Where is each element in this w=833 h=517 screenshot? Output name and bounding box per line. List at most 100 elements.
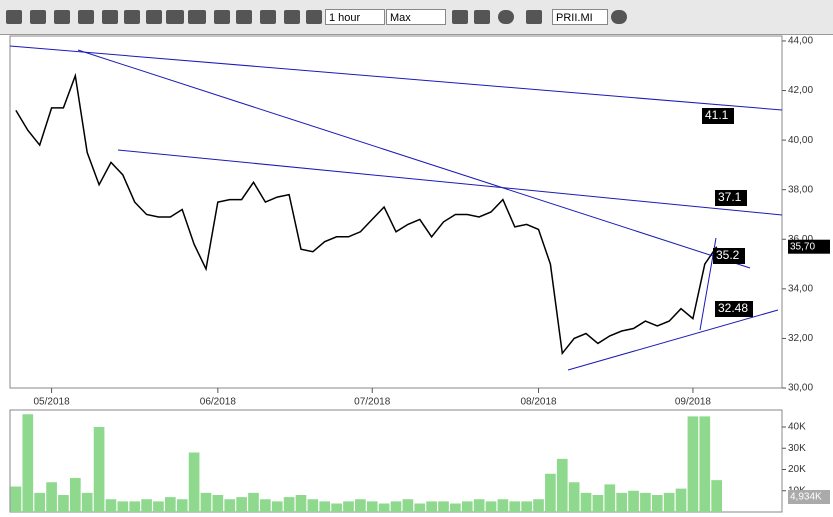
y-tick-label: 38,00 xyxy=(788,184,813,195)
x-tick-label: 09/2018 xyxy=(675,397,712,408)
chart-line[interactable] xyxy=(236,10,252,24)
volume-bar xyxy=(545,473,556,512)
trend-label: 41.1 xyxy=(705,108,729,122)
trend-label: 35.2 xyxy=(716,248,740,262)
crosshair[interactable] xyxy=(146,10,162,24)
zoom-x[interactable] xyxy=(78,10,94,24)
volume-bar xyxy=(533,499,544,512)
volume-bar xyxy=(592,495,604,512)
volume-bar xyxy=(580,492,592,512)
label-box xyxy=(702,108,734,124)
volume-bar xyxy=(651,495,663,512)
chart-ohlc[interactable] xyxy=(284,10,300,24)
x-tick-label: 08/2018 xyxy=(520,397,557,408)
volume-bar xyxy=(485,501,497,512)
y-tick-label: 34,00 xyxy=(788,283,813,294)
volume-bar xyxy=(366,501,378,512)
price-line xyxy=(15,72,718,356)
x-tick-label: 06/2018 xyxy=(200,397,237,408)
symbol-input[interactable]: PRII.MI xyxy=(552,9,608,25)
chart-area[interactable] xyxy=(214,10,230,24)
export[interactable] xyxy=(452,10,468,24)
trendlines xyxy=(9,45,783,371)
zoom-out[interactable] xyxy=(30,10,46,24)
chart-candle[interactable] xyxy=(260,10,276,24)
toolbar: 1 hour Max PRII.MI xyxy=(0,0,833,35)
vgrid[interactable] xyxy=(188,10,206,24)
zoom-reset[interactable] xyxy=(124,10,140,24)
volume-bar xyxy=(117,501,129,512)
colors[interactable] xyxy=(526,10,542,24)
volume-bar xyxy=(260,499,271,512)
volume-bar xyxy=(568,482,580,512)
volume-bar xyxy=(81,492,93,512)
y-tick-label: 30K xyxy=(788,443,806,454)
trendline xyxy=(9,45,783,111)
zoom-fit[interactable] xyxy=(54,10,70,24)
indicators[interactable] xyxy=(306,10,322,24)
volume-bar xyxy=(699,416,711,512)
label-box xyxy=(713,248,745,264)
volume-bar xyxy=(390,501,402,512)
y-tick-label: 40K xyxy=(788,422,806,433)
volume-bar xyxy=(188,452,200,512)
last-value-box xyxy=(788,490,830,504)
refresh[interactable] xyxy=(498,10,514,24)
interval-select[interactable]: 1 hour xyxy=(325,9,385,25)
volume-bar xyxy=(331,503,342,512)
volume-bar xyxy=(521,501,532,512)
volume-bar xyxy=(355,499,366,512)
hgrid[interactable] xyxy=(166,10,184,24)
volume-bar xyxy=(640,492,651,512)
y-tick-label: 36,00 xyxy=(788,234,813,245)
volume-bar xyxy=(164,497,176,512)
x-tick-label: 05/2018 xyxy=(33,397,70,408)
y-tick-label: 40,00 xyxy=(788,135,813,146)
volume-bar xyxy=(283,497,295,512)
price-panel xyxy=(9,35,783,389)
volume-bar xyxy=(307,499,319,512)
volume-bar xyxy=(414,503,426,512)
volume-bar xyxy=(402,499,414,512)
volume-bar xyxy=(93,427,105,512)
volume-bar xyxy=(10,486,22,512)
label-box xyxy=(715,301,753,317)
trendline xyxy=(77,49,751,269)
volume-bar xyxy=(711,480,723,512)
volume-bar xyxy=(497,499,509,512)
y-tick-label: 30,00 xyxy=(788,383,813,394)
volume-bar xyxy=(105,499,117,512)
volume-bar xyxy=(473,499,485,512)
trend-label: 32.48 xyxy=(718,301,748,315)
volume-bar xyxy=(236,497,247,512)
zoom-in[interactable] xyxy=(6,10,22,24)
volume-bar xyxy=(212,495,224,512)
volume-bar xyxy=(438,501,449,512)
volume-bar xyxy=(378,503,390,512)
y-tick-label: 42,00 xyxy=(788,85,813,96)
trendline xyxy=(117,149,783,216)
y-tick-label: 44,00 xyxy=(788,36,813,47)
trendline xyxy=(567,309,779,371)
volume-bar xyxy=(271,501,283,512)
volume-bar xyxy=(450,503,461,512)
search[interactable] xyxy=(611,10,627,24)
volume-bar xyxy=(141,499,152,512)
label-box xyxy=(715,190,747,206)
zoom-y[interactable] xyxy=(102,10,118,24)
volume-bar xyxy=(46,482,57,512)
volume-bar xyxy=(319,501,331,512)
last-value-label: 4,934K xyxy=(790,492,822,503)
volume-bar xyxy=(69,478,81,512)
volume-bar xyxy=(34,492,46,512)
volume-bar xyxy=(604,484,616,512)
volume-bar xyxy=(509,501,521,512)
volume-bar xyxy=(153,501,164,512)
save[interactable] xyxy=(474,10,490,24)
range-select[interactable]: Max xyxy=(386,9,446,25)
volume-bar xyxy=(556,458,568,512)
volume-bar xyxy=(426,501,437,512)
last-value-label: 35,70 xyxy=(790,241,815,252)
